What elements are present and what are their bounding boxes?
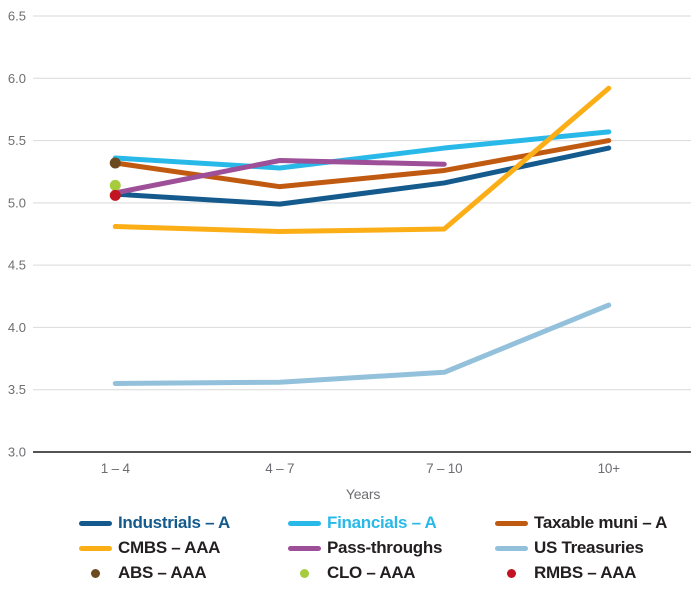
marker-dot-abs-aaa bbox=[109, 157, 121, 169]
marker-dot-clo-aaa bbox=[109, 179, 121, 191]
chart-area: 3.0 3.5 4.0 4.5 5.0 5.5 6.0 6.5 1 – 4 4 – 7 7 – 10… bbox=[8, 9, 691, 502]
legend-label: ABS – AAA bbox=[118, 563, 207, 582]
y-tick-label: 6.0 bbox=[8, 71, 26, 86]
x-tick-label: 4 – 7 bbox=[265, 461, 294, 476]
legend-label: Pass-throughs bbox=[327, 538, 443, 557]
x-tick-label: 1 – 4 bbox=[101, 461, 131, 476]
legend-item-abs-aaa: ABS – AAA bbox=[79, 563, 288, 582]
line-swatch-icon bbox=[79, 514, 112, 532]
y-tick-label: 3.0 bbox=[8, 445, 26, 460]
line-swatch-icon bbox=[288, 514, 321, 532]
legend-label: Taxable muni – A bbox=[534, 513, 668, 532]
legend-item-cmbs-aaa: CMBS – AAA bbox=[79, 538, 288, 557]
marker-dot-rmbs-aaa bbox=[109, 189, 121, 201]
legend-label: RMBS – AAA bbox=[534, 563, 637, 582]
x-axis-title: Years bbox=[345, 486, 381, 502]
legend-item-financials-a: Financials – A bbox=[288, 513, 495, 532]
y-tick-label: 4.5 bbox=[8, 258, 26, 273]
legend-item-rmbs-aaa: RMBS – AAA bbox=[495, 563, 700, 582]
legend-label: US Treasuries bbox=[534, 538, 644, 557]
legend-label: Industrials – A bbox=[118, 513, 231, 532]
series-line-financials-a bbox=[112, 129, 612, 171]
dot-swatch-icon bbox=[288, 564, 321, 582]
legend-label: CLO – AAA bbox=[327, 563, 416, 582]
series-line-cmbs-aaa bbox=[112, 85, 612, 235]
y-tick-label: 4.0 bbox=[8, 320, 26, 335]
line-swatch-icon bbox=[495, 514, 528, 532]
legend-label: CMBS – AAA bbox=[118, 538, 221, 557]
x-tick-label: 7 – 10 bbox=[426, 461, 462, 476]
line-swatch-icon bbox=[288, 539, 321, 557]
series-line-pass-throughs bbox=[112, 158, 447, 196]
legend-item-pass-throughs: Pass-throughs bbox=[288, 538, 495, 557]
legend-item-us-treasuries: US Treasuries bbox=[495, 538, 700, 557]
dot-swatch-icon bbox=[79, 564, 112, 582]
chart-canvas: 3.0 3.5 4.0 4.5 5.0 5.5 6.0 6.5 1 – 4 4 – 7 7 – 10… bbox=[8, 9, 691, 476]
line-swatch-icon bbox=[79, 539, 112, 557]
legend-item-clo-aaa: CLO – AAA bbox=[288, 563, 495, 582]
y-tick-label: 5.5 bbox=[8, 133, 26, 148]
legend-label: Financials – A bbox=[327, 513, 437, 532]
y-tick-label: 6.5 bbox=[8, 9, 26, 24]
y-tick-label: 3.5 bbox=[8, 382, 26, 397]
series-line-industrials-a bbox=[112, 145, 612, 207]
series-line-us-treasuries bbox=[112, 302, 612, 386]
line-swatch-icon bbox=[495, 539, 528, 557]
legend-item-taxable-muni-a: Taxable muni – A bbox=[495, 513, 700, 532]
y-tick-label: 5.0 bbox=[8, 195, 26, 210]
legend-item-industrials-a: Industrials – A bbox=[79, 513, 288, 532]
x-tick-label: 10+ bbox=[598, 461, 621, 476]
chart-legend: Industrials – A Financials – A Taxable m… bbox=[0, 513, 700, 582]
dot-swatch-icon bbox=[495, 564, 528, 582]
